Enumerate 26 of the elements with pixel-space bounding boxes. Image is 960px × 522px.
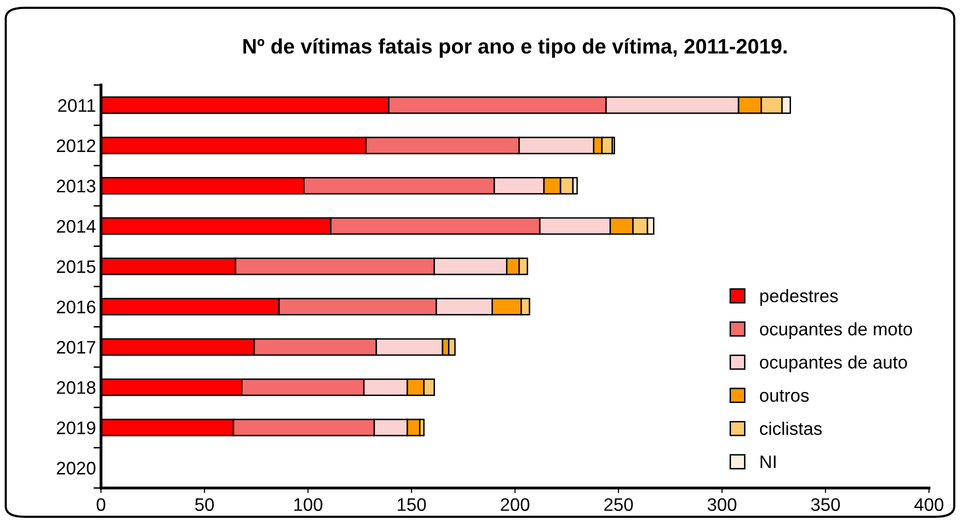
legend-label: ocupantes de moto bbox=[760, 322, 912, 340]
legend-label: ciclistas bbox=[760, 422, 822, 436]
chart-title: Nº de vítimas fatais por ano e tipo de vítima, 2011-2019. bbox=[243, 38, 787, 58]
y-tick-label: 2019 bbox=[56, 421, 96, 434]
y-tick-label: 2017 bbox=[56, 340, 96, 354]
y-tick-label: 2015 bbox=[56, 260, 96, 274]
y-tick-label: 2018 bbox=[56, 381, 96, 394]
x-tick-label: 50 bbox=[195, 498, 214, 511]
legend-label: ocupantes de auto bbox=[760, 355, 908, 372]
legend-label: outros bbox=[760, 390, 809, 402]
x-tick-label: 100 bbox=[294, 498, 322, 511]
y-tick-label: 2016 bbox=[56, 300, 96, 314]
x-tick-label: 250 bbox=[604, 498, 633, 511]
legend-label: pedestres bbox=[760, 289, 838, 306]
y-tick-label: 2012 bbox=[56, 139, 96, 152]
x-tick-label: 200 bbox=[500, 498, 530, 511]
y-tick-label: 2020 bbox=[56, 462, 96, 475]
y-tick-label: 2014 bbox=[56, 220, 96, 233]
x-tick-label: 150 bbox=[398, 498, 426, 511]
x-tick-label: 400 bbox=[914, 498, 944, 511]
y-tick-label: 2011 bbox=[58, 99, 96, 112]
x-tick-label: 0 bbox=[96, 498, 106, 511]
x-tick-label: 350 bbox=[811, 498, 840, 511]
y-tick-label: 2013 bbox=[56, 180, 96, 192]
x-tick-label: 300 bbox=[708, 498, 736, 511]
legend-label: NI bbox=[760, 456, 776, 468]
